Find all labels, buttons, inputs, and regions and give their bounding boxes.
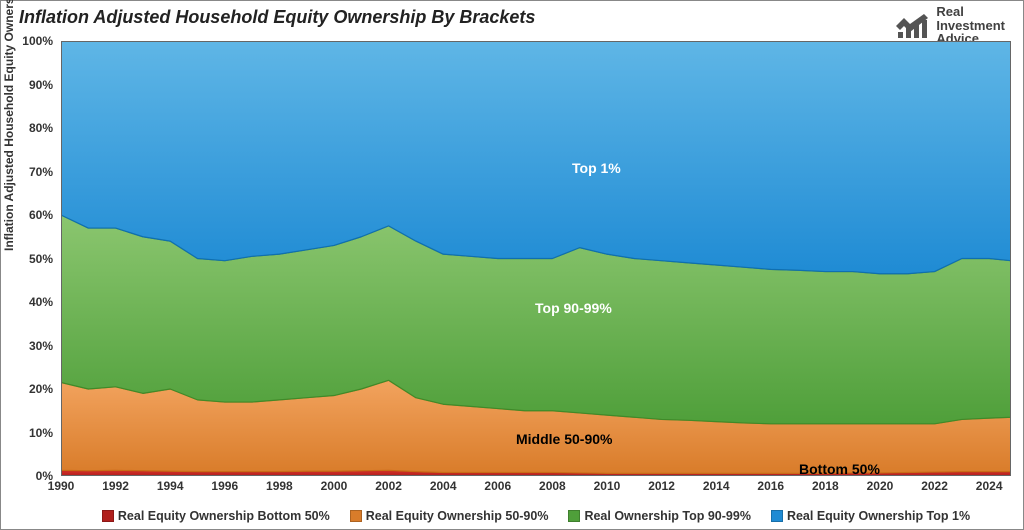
x-tick-label: 2016 <box>757 479 784 493</box>
y-tick-label: 90% <box>29 78 53 92</box>
legend-swatch <box>568 510 580 522</box>
x-tick-label: 2010 <box>594 479 621 493</box>
y-tick-label: 30% <box>29 339 53 353</box>
x-tick-label: 2004 <box>430 479 457 493</box>
y-tick-label: 70% <box>29 165 53 179</box>
x-tick-label: 2002 <box>375 479 402 493</box>
legend-item-top90_99: Real Ownership Top 90-99% <box>568 509 750 523</box>
x-tick-label: 2008 <box>539 479 566 493</box>
legend-swatch <box>771 510 783 522</box>
legend-item-bottom50: Real Equity Ownership Bottom 50% <box>102 509 330 523</box>
x-tick-label: 2014 <box>703 479 730 493</box>
logo-text: Real Investment Advice <box>936 5 1005 46</box>
legend-label: Real Ownership Top 90-99% <box>584 509 750 523</box>
legend-swatch <box>102 510 114 522</box>
y-tick-label: 40% <box>29 295 53 309</box>
x-tick-label: 1998 <box>266 479 293 493</box>
legend-label: Real Equity Ownership 50-90% <box>366 509 549 523</box>
legend: Real Equity Ownership Bottom 50% Real Equ… <box>61 509 1011 523</box>
legend-item-top1: Real Equity Ownership Top 1% <box>771 509 970 523</box>
logo-line2: Investment <box>936 19 1005 33</box>
y-tick-label: 20% <box>29 382 53 396</box>
legend-label: Real Equity Ownership Top 1% <box>787 509 970 523</box>
legend-item-mid50_90: Real Equity Ownership 50-90% <box>350 509 549 523</box>
x-tick-label: 2020 <box>867 479 894 493</box>
x-tick-label: 2022 <box>921 479 948 493</box>
y-tick-label: 80% <box>29 121 53 135</box>
logo-line1: Real <box>936 5 1005 19</box>
y-tick-label: 60% <box>29 208 53 222</box>
legend-label: Real Equity Ownership Bottom 50% <box>118 509 330 523</box>
x-tick-label: 2012 <box>648 479 675 493</box>
x-tick-label: 2000 <box>321 479 348 493</box>
y-tick-label: 10% <box>29 426 53 440</box>
x-tick-label: 2018 <box>812 479 839 493</box>
chart-frame: Inflation Adjusted Household Equity Owne… <box>0 0 1024 530</box>
y-axis-label: Inflation Adjusted Household Equity Owne… <box>2 0 16 251</box>
x-tick-label: 1990 <box>48 479 75 493</box>
plot-area: Top 1%Top 90-99%Middle 50-90%Bottom 50% <box>61 41 1011 476</box>
x-tick-label: 2006 <box>484 479 511 493</box>
x-tick-label: 1996 <box>211 479 238 493</box>
x-tick-label: 1992 <box>102 479 129 493</box>
logo-icon <box>894 10 930 40</box>
stacked-area-svg <box>61 41 1011 476</box>
x-tick-label: 1994 <box>157 479 184 493</box>
y-tick-label: 50% <box>29 252 53 266</box>
x-tick-label: 2024 <box>976 479 1003 493</box>
y-tick-label: 100% <box>22 34 53 48</box>
chart-title: Inflation Adjusted Household Equity Owne… <box>19 7 535 28</box>
legend-swatch <box>350 510 362 522</box>
brand-logo: Real Investment Advice <box>894 5 1005 46</box>
